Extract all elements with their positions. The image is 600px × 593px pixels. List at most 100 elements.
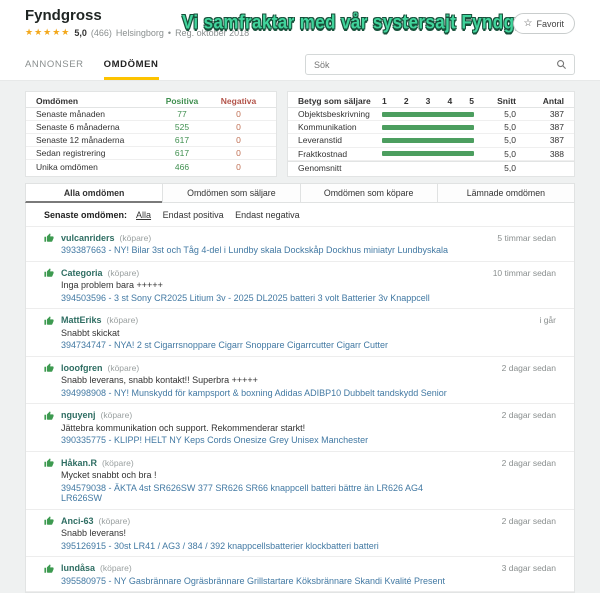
stats-row-label: Unika omdömen [36,161,98,172]
summary-cards: Omdömen Positiva Negativa Senaste månade… [25,91,575,177]
ratings-rows: Objektsbeskrivning 5,0 387 Kommunikation… [288,108,574,161]
ratings-row-label: Leveranstid [298,135,342,146]
feedback-timestamp: 2 dagar sedan [501,457,556,468]
rating-bar [382,124,474,130]
feedback-filter-tabs: Alla omdömen Omdömen som säljare Omdömen… [25,182,575,203]
seller-title-block: Fyndgross ★★★★★ 5,0 (466) Helsingborg • … [25,7,575,38]
filter-options: Alla Endast positiva Endast negativa [136,210,309,220]
search-box[interactable] [305,54,575,75]
stats-rows: Senaste månaden 77 0 Senaste 6 månaderna… [26,108,276,173]
feedback-item-header: Anci-63 (köpare) 2 dagar sedan [44,516,556,527]
feedback-filter-tab[interactable]: Lämnade omdömen [436,182,575,203]
feedback-item: MattEriks (köpare) i går Snabbt skickat … [26,309,574,357]
feedback-username[interactable]: looofgren [61,362,103,373]
rating-bar-zone [382,151,474,157]
feedback-timestamp: i går [539,315,556,326]
filter-label: Senaste omdömen: [44,209,128,220]
rating-stars-icon: ★★★★★ [25,27,71,37]
rating-scale-number: 3 [425,95,431,106]
feedback-username[interactable]: nguyenj [61,410,96,421]
stats-row: Senaste 12 månaderna 617 0 [26,134,276,147]
feedback-item-link[interactable]: 393387663 - NY! Bilar 3st och Tåg 4-del … [61,245,449,256]
feedback-username[interactable]: Categoria [61,267,103,278]
feedback-username[interactable]: lundåsa [61,563,96,574]
seller-name: Fyndgross [25,7,102,24]
feedback-filter-tab[interactable]: Omdömen som säljare [162,182,301,203]
filter-option[interactable]: Alla [136,209,152,220]
feedback-item-link[interactable]: 394579038 - ÄKTA 4st SR626SW 377 SR626 S… [61,482,424,504]
ratings-footer-row: Genomsnitt 5,0 [288,160,574,174]
stats-title: Omdömen [36,95,79,106]
feedback-username[interactable]: vulcanriders [61,232,115,243]
promo-banner: Vi samfraktar med vår systersajt Fyndgro… [182,11,558,34]
stats-negative-value[interactable]: 0 [236,161,241,172]
stats-negative-value[interactable]: 0 [236,109,241,119]
feedback-username[interactable]: MattEriks [61,315,102,326]
seller-location: Helsingborg [115,27,164,38]
ratings-avg-value: 5,0 [504,135,516,146]
stats-row: Sedan registrering 617 0 [26,147,276,160]
stats-negative-value[interactable]: 0 [236,135,241,145]
ratings-count-value: 387 [549,135,564,146]
nav-tab[interactable]: OMDÖMEN [103,48,159,80]
stats-row-label: Senaste månaden [36,109,105,119]
rating-bar [382,137,474,143]
rating-scale-number: 2 [403,95,409,106]
stats-positive-value[interactable]: 77 [177,109,187,119]
feedback-item-link[interactable]: 395580975 - NY Gasbrännare Ogräsbrännare… [61,575,446,586]
stats-positive-value[interactable]: 466 [174,161,190,172]
feedback-filter-tab[interactable]: Omdömen som köpare [299,182,438,203]
feedback-item-header: MattEriks (köpare) i går [44,315,556,326]
thumbs-up-icon [44,564,54,573]
stats-positive-value[interactable]: 617 [174,135,190,145]
feedback-role: (köpare) [107,362,140,373]
rating-value: 5,0 [74,27,87,38]
feedback-item-link[interactable]: 395126915 - 30st LR41 / AG3 / 384 / 392 … [61,540,379,551]
feedback-item-link[interactable]: 394734747 - NYA! 2 st Cigarrsnoppare Cig… [61,340,388,351]
feedback-comment: Jättebra kommunikation och support. Reko… [61,422,306,433]
ratings-row-label: Fraktkostnad [298,148,348,159]
feedback-comment: Snabbt skickat [61,327,120,338]
filter-option[interactable]: Endast positiva [162,209,224,220]
nav-tab[interactable]: ANNONSER [25,48,84,80]
feedback-filter-tab[interactable]: Alla omdömen [25,182,164,203]
ratings-row: Leveranstid 5,0 387 [288,134,574,148]
ratings-footer-avg: 5,0 [504,162,516,173]
feedback-comment: Snabb leverans! [61,528,127,539]
stats-positive-value[interactable]: 525 [174,122,190,132]
ratings-title: Betyg som säljare [298,95,371,106]
ratings-count-value: 387 [549,122,564,133]
feedback-role: (köpare) [100,410,133,421]
feedback-item-link[interactable]: 390335775 - KLIPP! HELT NY Keps Cords On… [61,435,369,446]
feedback-timestamp: 10 timmar sedan [492,267,556,278]
stats-positive-value[interactable]: 617 [174,148,190,158]
feedback-username[interactable]: Anci-63 [61,515,94,526]
feedback-item: vulcanriders (köpare) 5 timmar sedan 393… [26,227,574,262]
feedback-role: (köpare) [106,315,139,326]
rating-bar [382,111,474,117]
feedback-stats-card: Omdömen Positiva Negativa Senaste månade… [25,91,277,177]
profile-nav-tabs: ANNONSER OMDÖMEN [25,48,159,80]
rating-scale: 1 2 3 4 5 [382,96,474,106]
stats-negative-value[interactable]: 0 [236,148,241,158]
filter-option[interactable]: Endast negativa [235,209,300,220]
star-icon: ☆ [523,18,533,29]
rating-count-link[interactable]: (466) [90,27,112,38]
nav-tab-label: OMDÖMEN [103,58,159,70]
ratings-row: Fraktkostnad 5,0 388 [288,148,574,161]
stats-row: Senaste månaden 77 0 [26,108,276,121]
feedback-comment: Inga problem bara +++++ [61,280,163,291]
ratings-row-label: Objektsbeskrivning [298,109,370,120]
feedback-item-link[interactable]: 394503596 - 3 st Sony CR2025 Litium 3v -… [61,292,430,303]
feedback-role: (köpare) [119,232,152,243]
feedback-item-link[interactable]: 394998908 - NY! Munskydd för kampsport &… [61,387,447,398]
favorite-button[interactable]: ☆ Favorit [512,13,575,34]
feedback-username[interactable]: Håkan.R [61,457,98,468]
feedback-card: Senaste omdömen: Alla Endast positiva En… [25,202,575,593]
feedback-role: (köpare) [102,457,134,468]
search-input[interactable] [306,59,556,70]
feedback-item-header: vulcanriders (köpare) 5 timmar sedan [44,233,556,244]
rating-bar [382,151,474,157]
rating-bar-zone [382,124,474,130]
stats-negative-value[interactable]: 0 [236,122,241,132]
